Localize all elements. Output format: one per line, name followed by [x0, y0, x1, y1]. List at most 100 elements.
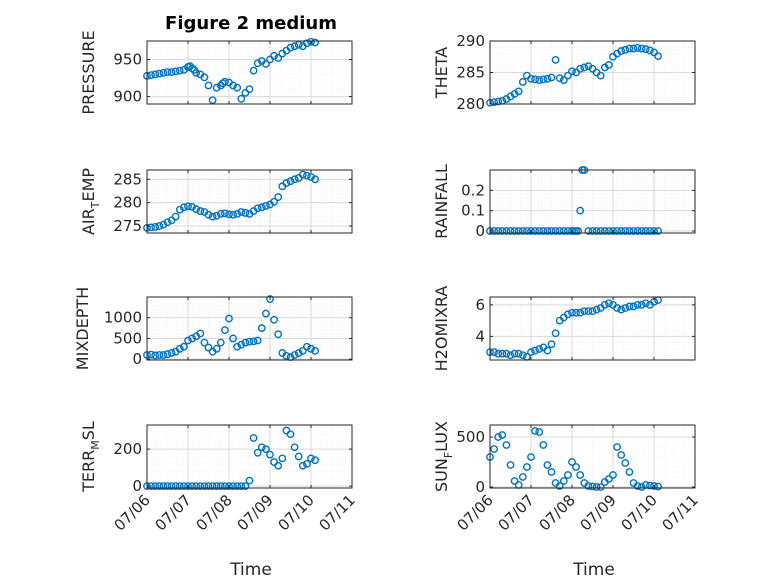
data-point: [621, 45, 630, 54]
data-point: [175, 482, 184, 491]
axes-box: [146, 296, 353, 361]
data-point: [179, 342, 188, 351]
data-point: [249, 337, 258, 346]
data-point: [237, 208, 246, 216]
data-point: [257, 203, 266, 212]
data-point: [257, 443, 266, 452]
data-point: [204, 482, 213, 491]
x-axis-label-right: Time: [572, 560, 615, 580]
data-point: [270, 51, 278, 60]
y-tick-label: 0.1: [461, 202, 485, 220]
y-tick-label: 6: [475, 296, 485, 314]
data-point: [490, 445, 498, 453]
data-point: [229, 210, 238, 219]
data-point: [290, 175, 299, 184]
data-point: [596, 483, 605, 491]
data-point: [163, 218, 172, 227]
data-point: [245, 337, 254, 346]
data-point: [192, 205, 201, 214]
data-point: [523, 463, 531, 471]
data-point: [225, 482, 233, 491]
data-point: [225, 314, 233, 323]
data-point: [617, 451, 626, 459]
data-point: [261, 445, 270, 453]
data-point: [184, 482, 192, 491]
data-point: [290, 351, 299, 359]
data-point: [547, 73, 556, 82]
data-point: [302, 39, 311, 48]
data-point: [241, 338, 250, 347]
y-tick-label: 1000: [104, 309, 142, 327]
data-point: [568, 67, 576, 76]
data-point: [294, 40, 303, 49]
data-point: [171, 482, 180, 491]
data-point: [609, 227, 617, 235]
data-point: [274, 330, 283, 339]
data-point: [625, 44, 634, 53]
data-point: [257, 324, 266, 332]
data-point: [302, 171, 311, 180]
data-point: [654, 52, 662, 61]
data-point: [568, 308, 576, 317]
data-point: [641, 45, 650, 54]
data-point: [241, 88, 250, 97]
data-point: [605, 299, 613, 308]
data-point: [531, 75, 539, 84]
data-point: [498, 349, 507, 358]
data-point: [270, 315, 278, 324]
data-point: [179, 482, 188, 491]
panel-rainfall: 0 0.1 0.2 RAINFALL: [432, 164, 696, 240]
data-point: [307, 37, 315, 46]
y-tick-label: 0: [475, 222, 485, 240]
data-point: [245, 476, 254, 485]
data-point: [163, 482, 172, 491]
data-point: [159, 68, 168, 77]
data-point: [654, 227, 662, 235]
data-point: [155, 222, 164, 230]
data-point: [547, 340, 556, 349]
data-point: [531, 427, 539, 435]
data-point: [625, 302, 634, 311]
data-point: [188, 202, 197, 211]
axes-box: [489, 169, 696, 234]
data-point: [196, 207, 205, 215]
data-point: [596, 71, 605, 80]
x-tick-label: 07/11: [316, 491, 359, 534]
data-point: [286, 430, 295, 439]
data-point: [274, 193, 283, 201]
data-point: [175, 66, 184, 75]
data-point: [155, 482, 164, 491]
data-point: [282, 179, 291, 187]
data-point: [600, 227, 609, 235]
data-point: [555, 482, 564, 490]
data-point: [233, 83, 242, 92]
data-point: [506, 351, 515, 360]
data-point: [510, 349, 519, 358]
data-point: [543, 227, 552, 235]
data-point: [163, 350, 172, 359]
data-point: [278, 454, 287, 463]
data-point: [266, 295, 274, 303]
y-tick-label: 500: [113, 329, 142, 347]
y-tick-label: 0: [475, 478, 485, 496]
data-point: [220, 326, 229, 335]
y-axis-label: SUNFLUX: [432, 421, 455, 492]
data-point: [646, 46, 654, 55]
data-point: [535, 345, 544, 353]
data-point: [510, 227, 519, 235]
data-point: [518, 78, 527, 86]
panel-mixdepth: 0 500 1000 MIXDEPTH: [73, 287, 353, 370]
data-point: [523, 227, 531, 235]
y-axis-label: RAINFALL: [432, 164, 451, 239]
data-point: [216, 209, 225, 218]
data-point: [196, 482, 205, 491]
data-point: [274, 461, 283, 470]
data-point: [307, 173, 315, 181]
data-point: [233, 209, 242, 218]
x-tick-label: 07/09: [577, 491, 620, 534]
y-tick-label: 0.2: [461, 181, 485, 199]
data-point: [175, 344, 184, 353]
x-tick-label: 07/07: [152, 491, 195, 534]
data-point: [539, 227, 548, 235]
